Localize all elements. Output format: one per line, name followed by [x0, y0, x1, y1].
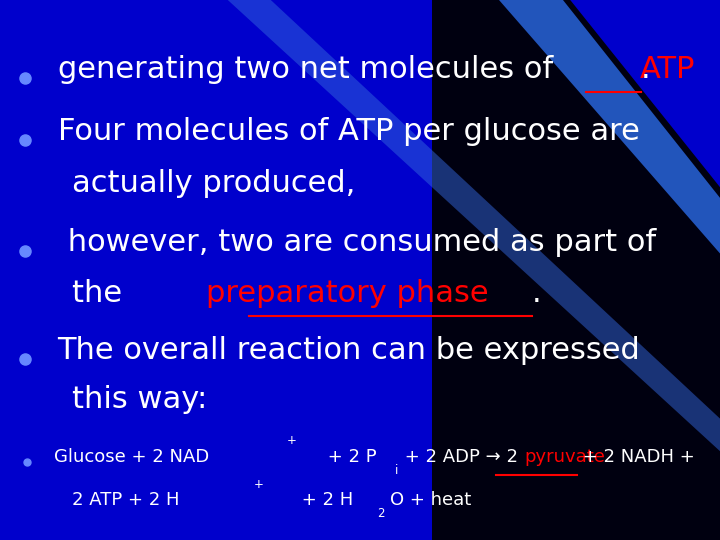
Polygon shape	[490, 0, 720, 270]
Text: actually produced,: actually produced,	[72, 168, 356, 198]
Text: The overall reaction can be expressed: The overall reaction can be expressed	[58, 336, 640, 365]
Text: however, two are consumed as part of: however, two are consumed as part of	[58, 228, 656, 257]
Text: .: .	[641, 55, 651, 84]
Text: O + heat: O + heat	[390, 491, 471, 509]
Text: Four molecules of ATP per glucose are: Four molecules of ATP per glucose are	[58, 117, 639, 146]
Text: generating two net molecules of: generating two net molecules of	[58, 55, 562, 84]
Text: Glucose + 2 NAD: Glucose + 2 NAD	[54, 448, 210, 465]
Text: +: +	[287, 434, 297, 448]
Text: + 2 NADH +: + 2 NADH +	[577, 448, 695, 465]
Polygon shape	[432, 0, 720, 205]
Text: 2: 2	[377, 507, 384, 520]
Text: ATP: ATP	[639, 55, 695, 84]
Text: pyruvate: pyruvate	[524, 448, 605, 465]
Text: the: the	[72, 279, 132, 308]
Text: +: +	[253, 477, 264, 491]
Polygon shape	[432, 0, 720, 540]
Text: + 2 P: + 2 P	[323, 448, 377, 465]
Text: 2 ATP + 2 H: 2 ATP + 2 H	[72, 491, 179, 509]
Polygon shape	[216, 0, 720, 464]
Text: .: .	[532, 279, 541, 308]
Text: preparatory phase: preparatory phase	[206, 279, 488, 308]
Text: i: i	[395, 463, 398, 477]
Text: + 2 ADP → 2: + 2 ADP → 2	[399, 448, 524, 465]
Text: this way:: this way:	[72, 384, 207, 414]
Text: + 2 H: + 2 H	[296, 491, 354, 509]
